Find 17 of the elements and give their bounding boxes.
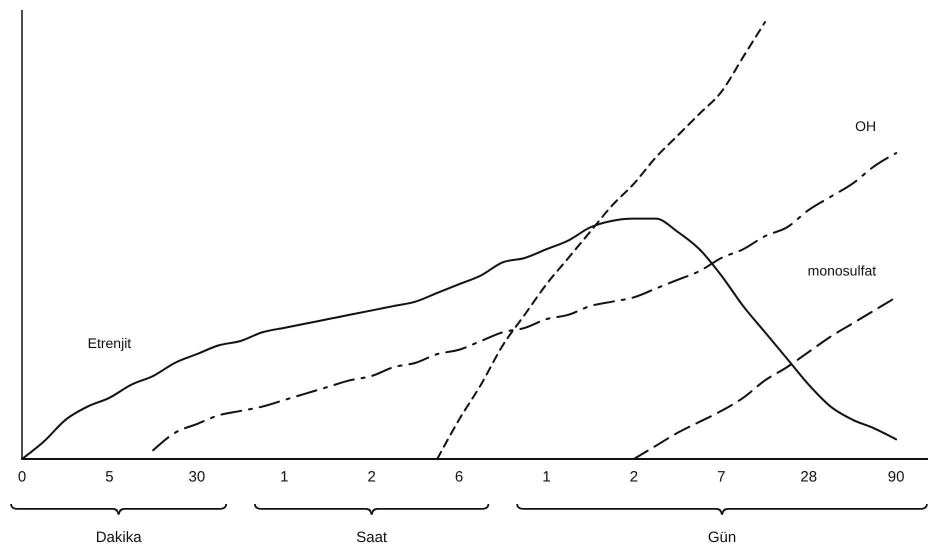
- series-label: monosulfat: [808, 262, 876, 278]
- text: Saat: [356, 529, 388, 546]
- x-tick-label: 5: [105, 468, 114, 486]
- x-tick-label: 1: [542, 468, 551, 486]
- x-tick-label: 30: [188, 468, 206, 486]
- text: Etrenjit: [88, 334, 132, 351]
- x-tick-label: 7: [717, 468, 726, 486]
- x-tick-label: 2: [630, 468, 638, 486]
- series-label: OH: [855, 118, 876, 134]
- x-tick-label: 6: [454, 468, 464, 486]
- x-tick-label: 90: [888, 468, 904, 486]
- x-tick-label: 28: [800, 468, 818, 486]
- x-tick-label: 1: [280, 468, 288, 486]
- x-tick-label: 2: [367, 468, 376, 486]
- text: Dakika: [96, 529, 142, 546]
- x-tick-label: 0: [18, 468, 26, 486]
- text: Gün: [708, 529, 736, 546]
